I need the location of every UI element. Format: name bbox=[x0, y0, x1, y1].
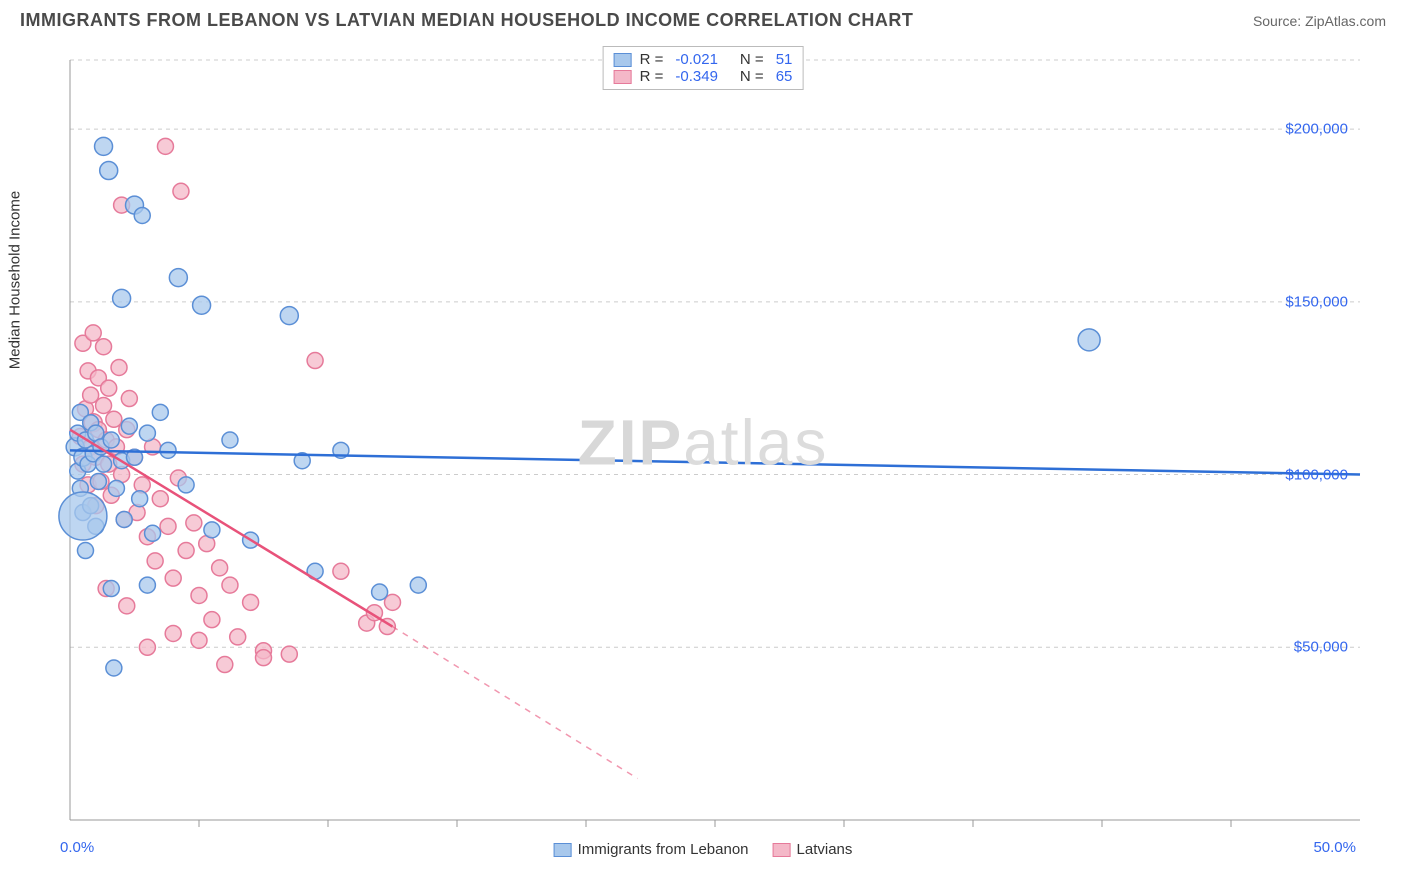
legend-swatch bbox=[773, 843, 791, 857]
legend-n-label: N = bbox=[740, 51, 764, 68]
x-axis-max-label: 50.0% bbox=[1313, 839, 1356, 856]
legend-item: Latvians bbox=[773, 841, 853, 858]
legend-r-label: R = bbox=[640, 68, 664, 85]
legend-swatch bbox=[554, 843, 572, 857]
legend-swatch bbox=[614, 53, 632, 67]
x-axis-min-label: 0.0% bbox=[60, 839, 94, 856]
legend-n-label: N = bbox=[740, 68, 764, 85]
y-axis-label: Median Household Income bbox=[7, 191, 24, 369]
correlation-legend: R = -0.021 N = 51 R = -0.349 N = 65 bbox=[603, 46, 804, 90]
legend-swatch bbox=[614, 70, 632, 84]
series-legend: Immigrants from Lebanon Latvians bbox=[554, 841, 853, 858]
y-tick-label: $150,000 bbox=[1285, 293, 1348, 310]
y-tick-label: $100,000 bbox=[1285, 466, 1348, 483]
legend-r-label: R = bbox=[640, 51, 664, 68]
legend-n-value: 65 bbox=[776, 68, 793, 85]
legend-r-value: -0.349 bbox=[675, 68, 718, 85]
legend-r-value: -0.021 bbox=[675, 51, 718, 68]
legend-n-value: 51 bbox=[776, 51, 793, 68]
y-tick-label: $50,000 bbox=[1294, 639, 1348, 656]
scatter-chart bbox=[20, 40, 1386, 860]
chart-title: IMMIGRANTS FROM LEBANON VS LATVIAN MEDIA… bbox=[20, 10, 913, 31]
y-tick-label: $200,000 bbox=[1285, 121, 1348, 138]
legend-item: Immigrants from Lebanon bbox=[554, 841, 749, 858]
source-label: Source: ZipAtlas.com bbox=[1253, 13, 1386, 29]
chart-container: Median Household Income ZIPatlas R =-0.0… bbox=[20, 40, 1386, 860]
